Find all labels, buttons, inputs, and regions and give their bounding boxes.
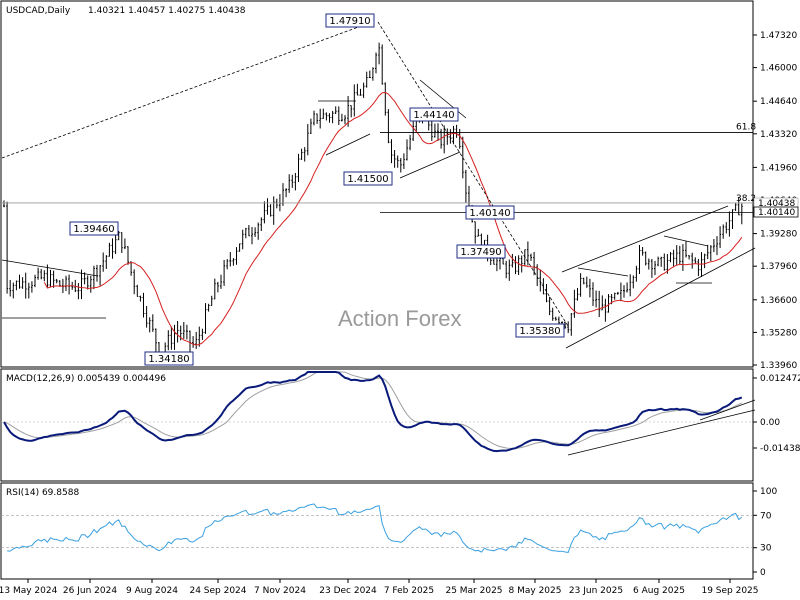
x-tick-label: 23 Dec 2024	[319, 586, 377, 596]
price-ohlc: 1.40321 1.40457 1.40275 1.40438	[88, 6, 246, 16]
x-tick-label: 26 Jun 2024	[63, 586, 117, 596]
pattern-line	[577, 267, 629, 277]
price-annotation-box	[343, 171, 393, 186]
price-annotation-label: 1.37490	[460, 247, 501, 258]
macd-y-tick-label: 0.012472	[760, 374, 800, 384]
price-annotation-box	[409, 107, 459, 122]
last-price-label: 1.40438	[758, 199, 795, 209]
price-annotation-label: 1.34180	[148, 354, 189, 365]
pattern-line	[561, 205, 729, 273]
x-tick-label: 9 Aug 2024	[126, 586, 178, 596]
dashed-trendline	[1, 21, 373, 159]
price-annotation-label: 1.47910	[329, 16, 370, 27]
rsi-panel	[0, 482, 754, 580]
watermark: Action Forex	[338, 306, 462, 331]
fib-label: 61.8	[736, 123, 756, 133]
x-tick-label: 8 May 2025	[509, 586, 562, 596]
price-y-tick-label: 1.46000	[760, 64, 797, 74]
moving-average-line	[43, 91, 743, 346]
rsi-y-tick-label: 0	[760, 568, 766, 578]
x-tick-label: 7 Nov 2024	[254, 586, 306, 596]
price-annotation-box	[144, 351, 194, 366]
price-y-tick-label: 1.37960	[760, 262, 797, 272]
macd-y-tick-label: -0.014389	[760, 444, 800, 454]
price-y-tick-label: 1.47320	[760, 31, 797, 41]
macd-trendline	[699, 399, 756, 421]
price-annotation-label: 1.40140	[469, 208, 510, 219]
pattern-line	[565, 247, 756, 349]
price-annotation-label: 1.39460	[73, 224, 114, 235]
pattern-line	[399, 151, 461, 179]
x-tick-label: 25 Mar 2025	[445, 586, 502, 596]
price-y-tick-label: 1.41960	[760, 163, 797, 173]
pattern-line	[325, 133, 371, 156]
pattern-line	[1, 259, 99, 277]
price-annotation-box	[456, 244, 506, 259]
macd-y-tick-label: 0.00	[760, 418, 780, 428]
level-price-box	[753, 206, 799, 218]
price-y-tick-label: 1.43320	[760, 130, 797, 140]
price-y-tick-label: 1.33960	[760, 361, 797, 371]
price-annotation-box	[325, 13, 375, 28]
price-y-tick-label: 1.44640	[760, 97, 797, 107]
price-annotation-box	[69, 221, 119, 236]
price-annotation-box	[465, 205, 515, 220]
price-annotation-label: 1.41500	[347, 174, 388, 185]
price-title: USDCAD,Daily	[6, 6, 71, 16]
price-y-tick-label: 1.35280	[760, 328, 797, 338]
macd-line	[3, 371, 743, 453]
macd-panel	[0, 368, 754, 482]
x-tick-label: 7 Feb 2025	[384, 586, 434, 596]
x-tick-label: 24 Sep 2024	[189, 586, 246, 596]
price-y-tick-label: 1.39280	[760, 230, 797, 240]
fib-label: 38.2	[736, 194, 756, 204]
rsi-y-tick-label: 30	[760, 544, 772, 554]
pattern-line	[663, 235, 709, 247]
price-annotation-box	[515, 323, 565, 338]
x-tick-label: 19 Sep 2025	[701, 586, 758, 596]
x-tick-label: 23 Jun 2025	[569, 586, 623, 596]
macd-title: MACD(12,26,9) 0.005439 0.004496	[6, 374, 166, 384]
rsi-line	[7, 503, 743, 553]
price-annotation-label: 1.44140	[413, 110, 454, 121]
price-y-tick-label: 1.36600	[760, 296, 797, 306]
level-price-label: 1.40140	[758, 208, 795, 218]
x-tick-label: 13 May 2024	[0, 586, 58, 596]
rsi-y-tick-label: 100	[760, 487, 777, 497]
rsi-title: RSI(14) 69.8588	[6, 488, 79, 498]
rsi-y-tick-label: 70	[760, 511, 772, 521]
macd-trendline	[567, 409, 756, 456]
x-tick-label: 6 Aug 2025	[633, 586, 685, 596]
price-annotation-label: 1.35380	[519, 326, 560, 337]
